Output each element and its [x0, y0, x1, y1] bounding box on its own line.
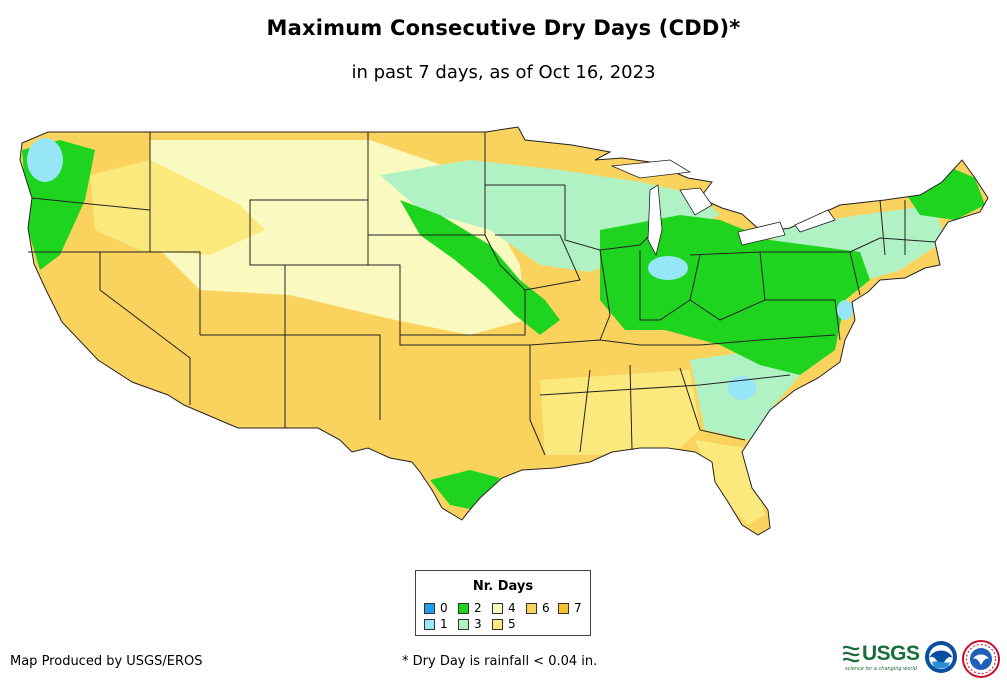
- legend-swatch: [558, 603, 569, 614]
- region-2-days-plains-band: [400, 200, 560, 335]
- usgs-wordmark: USGS: [862, 642, 920, 665]
- region-5-days-southeast: [540, 370, 700, 455]
- dry-day-footnote: * Dry Day is rainfall < 0.04 in.: [402, 654, 598, 669]
- usgs-logo-icon: [843, 645, 860, 663]
- legend-item-1: 1: [424, 618, 448, 631]
- legend-swatch: [424, 619, 435, 630]
- legend-item-4: 4: [492, 602, 516, 615]
- legend-label: 0: [440, 601, 448, 615]
- region-5-days-florida: [695, 440, 765, 525]
- legend-item-0: 0: [424, 602, 448, 615]
- region-1-day-washington: [27, 138, 63, 182]
- nws-logo-icon: [962, 640, 1000, 678]
- region-5-days-mountain: [90, 160, 265, 255]
- legend-swatch: [526, 603, 537, 614]
- noaa-logo-icon: [925, 641, 957, 673]
- state-borders: [19, 126, 989, 536]
- legend-label: 6: [542, 601, 550, 615]
- legend-label: 1: [440, 617, 448, 631]
- region-1-day-mid-atlantic: [837, 300, 853, 320]
- legend-label: 4: [508, 601, 516, 615]
- legend-item-5: 5: [492, 618, 516, 631]
- legend-item-7: 7: [558, 602, 582, 615]
- legend-label: 7: [574, 601, 582, 615]
- legend-title: Nr. Days: [472, 579, 534, 594]
- legend-swatch: [492, 619, 503, 630]
- legend-label: 5: [508, 617, 516, 631]
- legend: Nr. Days 0 1 2 3 4 5 6 7: [415, 570, 591, 636]
- great-lakes: [610, 159, 836, 257]
- map-credit: Map Produced by USGS/EROS: [10, 654, 203, 669]
- region-1-day-lake-michigan: [648, 256, 688, 280]
- map-title: Maximum Consecutive Dry Days (CDD)*: [266, 16, 741, 40]
- legend-item-2: 2: [458, 602, 482, 615]
- usgs-tagline: science for a changing world: [845, 666, 917, 672]
- region-2-days-midwest-east: [600, 215, 870, 375]
- legend-swatch: [492, 603, 503, 614]
- legend-swatch: [458, 619, 469, 630]
- legend-swatch: [458, 603, 469, 614]
- legend-label: 2: [474, 601, 482, 615]
- legend-item-3: 3: [458, 618, 482, 631]
- map-subtitle: in past 7 days, as of Oct 16, 2023: [351, 62, 656, 83]
- legend-label: 3: [474, 617, 482, 631]
- legend-swatch: [424, 603, 435, 614]
- region-1-day-carolinas: [728, 376, 756, 400]
- legend-item-6: 6: [526, 602, 550, 615]
